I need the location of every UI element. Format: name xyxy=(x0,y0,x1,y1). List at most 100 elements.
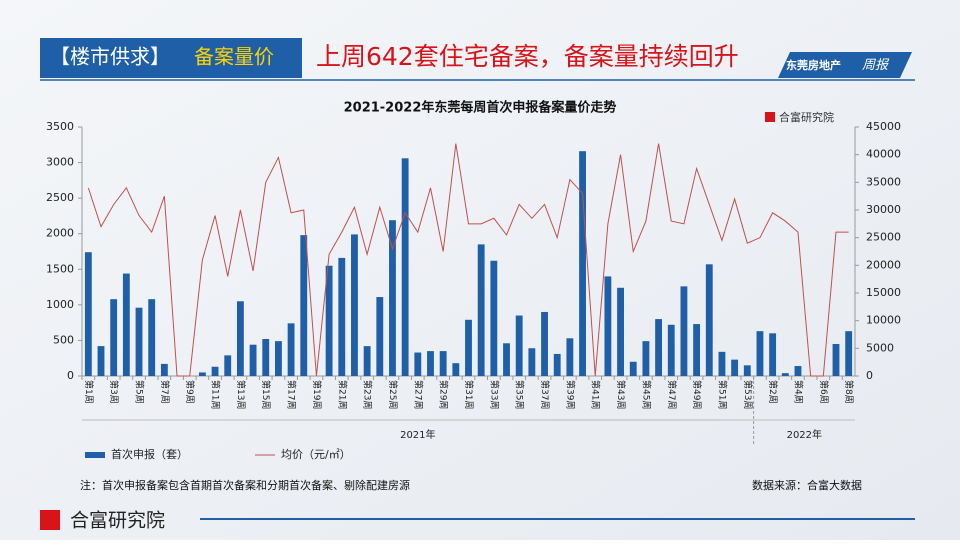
footer-brand: 合富研究院 xyxy=(70,510,165,532)
bar xyxy=(110,299,118,376)
bar xyxy=(148,299,156,376)
bar xyxy=(363,346,371,376)
x-tick-label: 第4周 xyxy=(792,380,804,404)
x-tick-label: 第25周 xyxy=(387,380,399,409)
bar xyxy=(452,363,460,376)
brand-box xyxy=(778,52,912,78)
bar xyxy=(249,344,257,376)
bar xyxy=(541,311,548,376)
x-tick-label: 第33周 xyxy=(488,380,500,409)
y2-tick-label: 5000 xyxy=(866,341,894,354)
y2-tick-label: 35000 xyxy=(866,175,901,188)
headline: 上周642套住宅备案，备案量持续回升 xyxy=(316,42,739,71)
bar xyxy=(832,343,840,376)
x-tick-label: 第21周 xyxy=(336,380,348,409)
bar xyxy=(414,352,422,376)
data-source: 数据来源：合富大数据 xyxy=(752,478,862,492)
y2-tick-label: 40000 xyxy=(866,148,901,161)
x-tick-label: 第19周 xyxy=(311,380,323,409)
x-tick-label: 第23周 xyxy=(362,380,374,409)
bar xyxy=(743,365,751,376)
tag: 【楼市供求】 xyxy=(50,45,170,69)
y-tick-label: 3000 xyxy=(46,156,74,169)
y-tick-label: 1500 xyxy=(46,262,74,275)
footer-logo xyxy=(40,510,60,530)
bar xyxy=(401,158,409,376)
bar xyxy=(579,151,586,376)
bar xyxy=(274,341,282,376)
y2-tick-label: 20000 xyxy=(866,258,901,271)
bar xyxy=(705,264,713,376)
y2-tick-label: 15000 xyxy=(866,286,901,299)
x-tick-label: 第37周 xyxy=(539,380,551,409)
bar xyxy=(97,346,105,376)
bar xyxy=(515,315,523,376)
bar xyxy=(389,220,396,376)
bar xyxy=(300,235,308,376)
x-tick-label: 第41周 xyxy=(590,380,602,409)
x-tick-label: 第45周 xyxy=(640,380,652,409)
bar xyxy=(287,323,295,376)
tag-box xyxy=(40,38,302,78)
x-tick-label: 第3周 xyxy=(108,380,120,404)
x-tick-label: 第8周 xyxy=(843,380,855,404)
bar xyxy=(427,351,434,376)
legend-swatch xyxy=(85,452,105,458)
chart-title: 2021-2022年东莞每周首次申报备案量价走势 xyxy=(344,100,617,116)
bar xyxy=(465,319,472,376)
bar xyxy=(528,348,536,376)
bar xyxy=(224,355,232,376)
bar xyxy=(490,260,498,376)
x-tick-label: 第17周 xyxy=(286,380,298,409)
y-tick-label: 0 xyxy=(67,369,74,382)
bar xyxy=(351,234,358,376)
brand-mark: 周报 xyxy=(862,57,890,72)
bar xyxy=(236,301,244,376)
note: 注：首次申报备案包含首期首次备案和分期首次备案、剔除配建房源 xyxy=(80,478,410,492)
x-tick-label: 第11周 xyxy=(210,380,222,409)
bar xyxy=(604,276,612,376)
source-icon xyxy=(765,112,775,122)
bar xyxy=(338,257,346,376)
bar xyxy=(769,333,777,376)
x-tick-label: 第39周 xyxy=(564,380,576,409)
y2-tick-label: 45000 xyxy=(866,120,901,133)
tag-highlight: 备案量价 xyxy=(194,45,274,69)
year-label: 2022年 xyxy=(787,428,822,441)
y2-tick-label: 10000 xyxy=(866,314,901,327)
legend-label: 首次申报（套） xyxy=(111,447,188,461)
bar xyxy=(731,359,739,376)
y-tick-label: 3500 xyxy=(46,120,74,133)
bar xyxy=(693,324,701,376)
y2-tick-label: 0 xyxy=(866,369,873,382)
bar xyxy=(122,273,130,376)
bar xyxy=(680,286,688,376)
bar xyxy=(262,339,270,376)
bar xyxy=(629,361,637,376)
bar xyxy=(566,338,574,376)
bar xyxy=(642,341,650,376)
y-tick-label: 2500 xyxy=(46,191,74,204)
legend-label: 均价（元/㎡） xyxy=(281,448,351,461)
x-tick-label: 第53周 xyxy=(742,380,754,409)
bar xyxy=(135,307,143,376)
bar xyxy=(503,343,510,376)
bar xyxy=(794,366,802,376)
x-tick-label: 第47周 xyxy=(666,380,678,409)
x-tick-label: 第43周 xyxy=(615,380,627,409)
bar xyxy=(718,351,726,376)
bar xyxy=(477,244,485,376)
x-tick-label: 第35周 xyxy=(514,380,526,409)
x-tick-label: 第15周 xyxy=(260,380,272,409)
bar xyxy=(84,252,92,376)
y2-tick-label: 25000 xyxy=(866,231,901,244)
year-label: 2021年 xyxy=(400,428,435,441)
x-tick-label: 第13周 xyxy=(235,380,247,409)
x-tick-label: 第1周 xyxy=(83,380,95,404)
y2-tick-label: 30000 xyxy=(866,203,901,216)
bar xyxy=(617,287,624,376)
bar xyxy=(845,331,853,376)
x-tick-label: 第31周 xyxy=(463,380,475,409)
x-tick-label: 第49周 xyxy=(691,380,703,409)
